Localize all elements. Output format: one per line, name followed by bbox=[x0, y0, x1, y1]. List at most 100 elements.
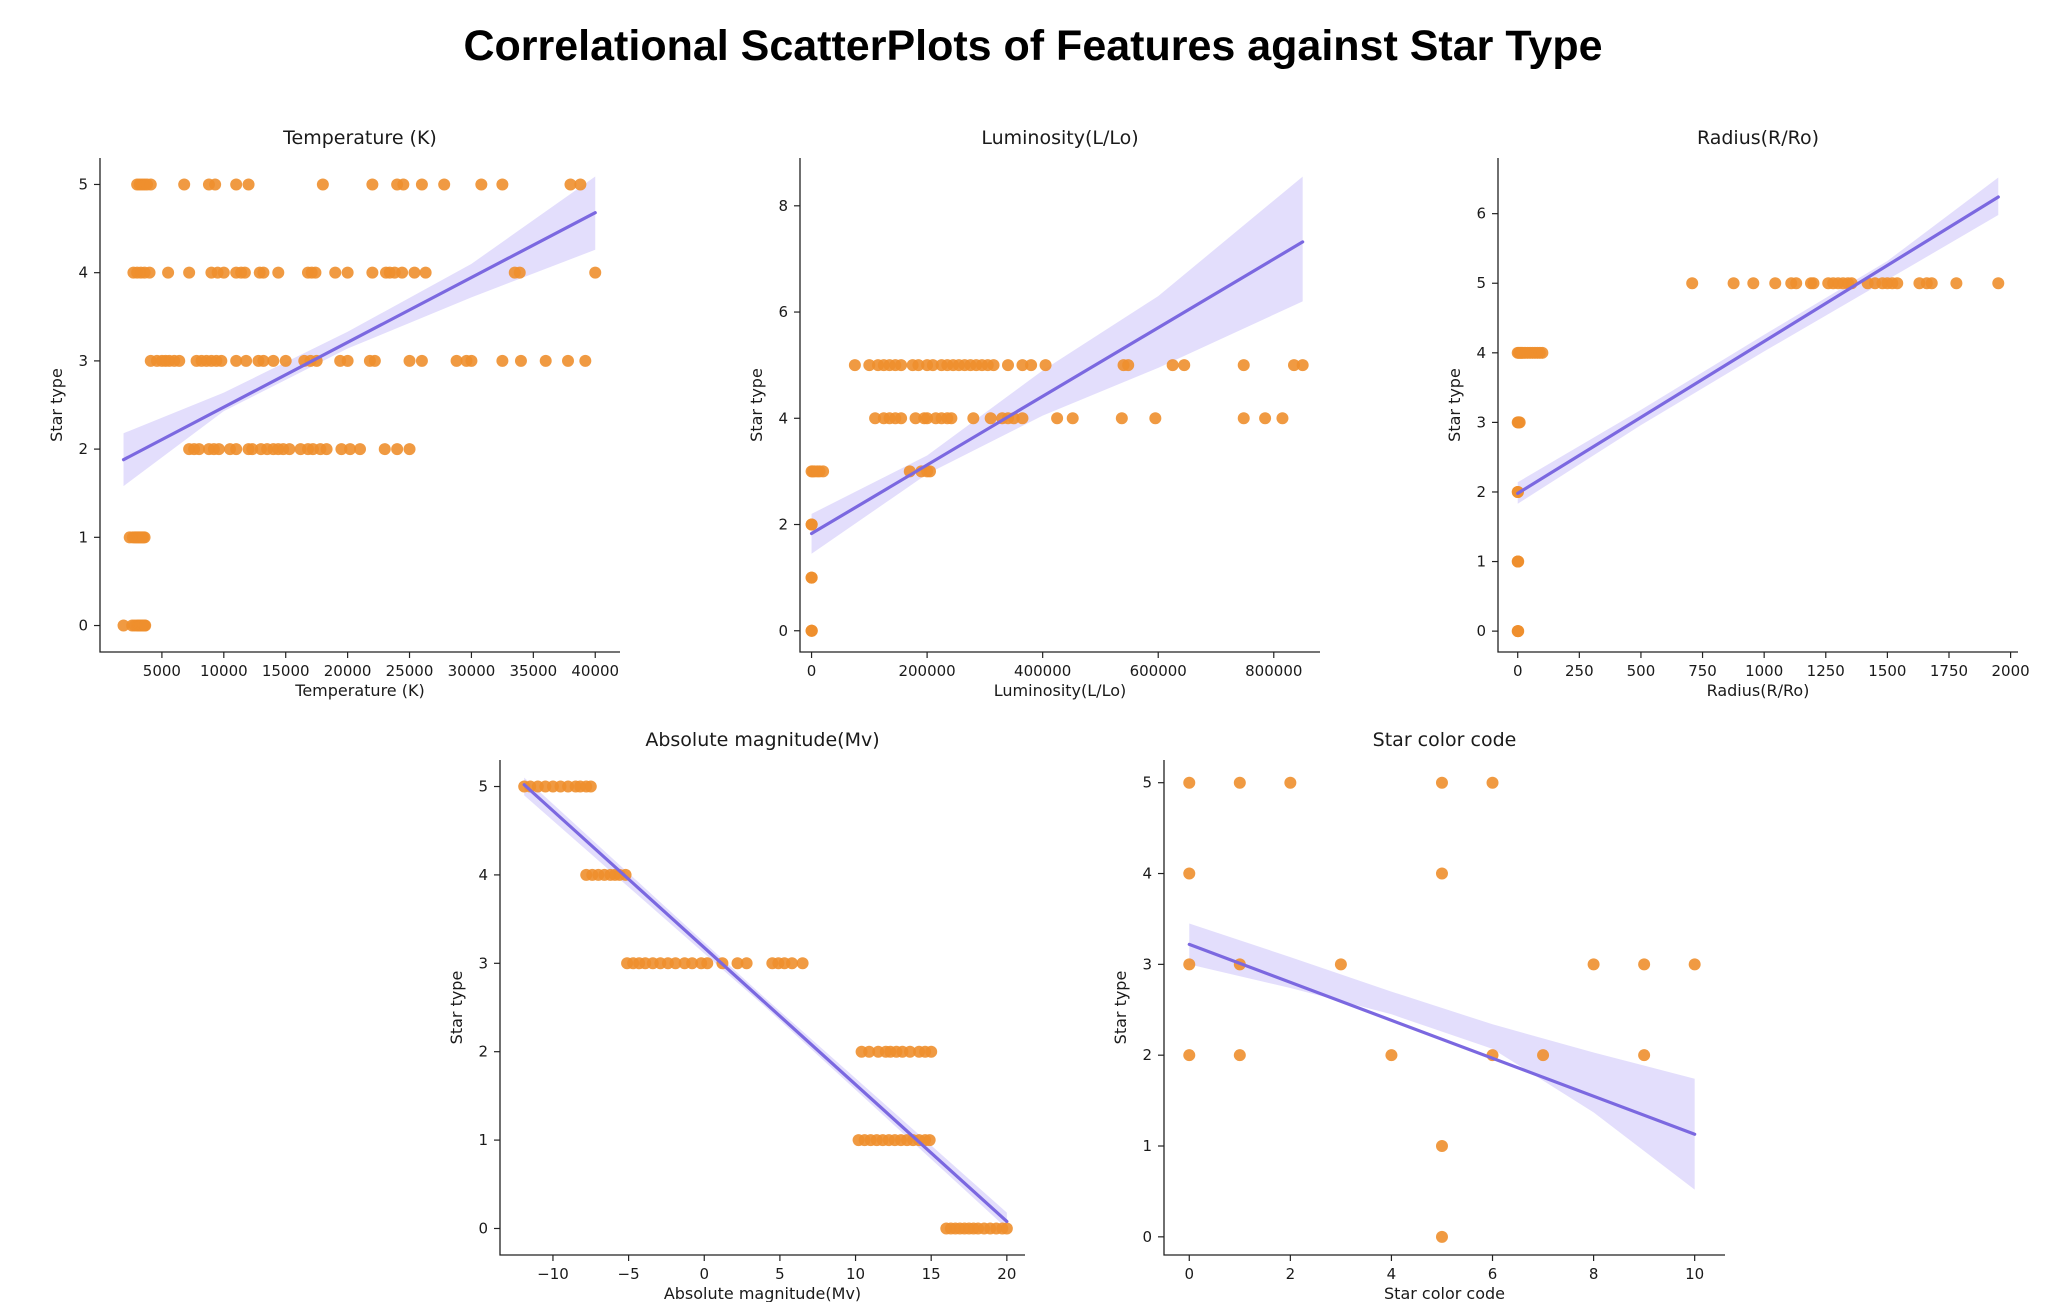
data-point bbox=[117, 619, 130, 632]
data-point bbox=[1288, 359, 1300, 372]
data-point bbox=[513, 266, 526, 279]
data-point bbox=[1002, 359, 1014, 372]
y-tick-label: 1 bbox=[1142, 1137, 1152, 1155]
data-point bbox=[1051, 412, 1064, 425]
data-point bbox=[1688, 958, 1701, 971]
data-point bbox=[238, 266, 251, 279]
x-tick-label: 500 bbox=[1627, 662, 1656, 680]
data-point bbox=[1115, 412, 1128, 425]
x-tick-label: 1750 bbox=[1930, 662, 1968, 680]
x-tick-label: 8 bbox=[1589, 1265, 1599, 1283]
data-point bbox=[217, 266, 230, 279]
data-point bbox=[863, 359, 876, 372]
data-point bbox=[257, 354, 270, 367]
y-tick-label: 4 bbox=[778, 409, 788, 427]
data-point bbox=[1512, 555, 1525, 568]
data-point bbox=[1537, 1049, 1550, 1062]
data-point bbox=[584, 780, 597, 793]
regression-line bbox=[1187, 942, 1697, 1136]
data-point bbox=[230, 443, 243, 456]
data-point bbox=[438, 178, 451, 191]
y-tick-label: 5 bbox=[1142, 774, 1152, 792]
data-point bbox=[283, 443, 296, 456]
x-tick-label: 30000 bbox=[448, 662, 496, 680]
data-point bbox=[1016, 359, 1029, 372]
data-point bbox=[1686, 277, 1699, 290]
data-point bbox=[564, 178, 577, 191]
regression-line bbox=[121, 211, 597, 462]
data-point bbox=[1435, 1230, 1448, 1243]
x-tick-label: 15 bbox=[922, 1265, 941, 1283]
data-point bbox=[309, 266, 322, 279]
y-tick-label: 4 bbox=[1476, 344, 1486, 362]
data-point bbox=[984, 412, 997, 425]
plot-panel: 5000 10000 15000 20000 25000 30000 35000 40000 0… bbox=[47, 127, 620, 700]
x-tick-label: 600000 bbox=[1130, 662, 1187, 680]
data-point bbox=[1066, 412, 1079, 425]
data-point bbox=[1638, 1049, 1651, 1062]
y-tick-label: 4 bbox=[78, 264, 88, 282]
data-point bbox=[341, 266, 354, 279]
x-axis-label: Star color code bbox=[1384, 1284, 1505, 1302]
data-point bbox=[316, 178, 329, 191]
y-tick-label: 2 bbox=[478, 1043, 488, 1061]
x-tick-label: 800000 bbox=[1245, 662, 1302, 680]
data-point bbox=[173, 354, 186, 367]
data-point bbox=[1435, 1140, 1448, 1153]
data-point bbox=[1790, 277, 1803, 290]
y-tick-label: 1 bbox=[478, 1131, 488, 1149]
x-axis-label: Absolute magnitude(Mv) bbox=[664, 1284, 861, 1302]
data-point bbox=[1385, 1049, 1398, 1062]
data-point bbox=[329, 266, 342, 279]
data-point bbox=[1233, 1049, 1246, 1062]
data-point bbox=[1122, 359, 1135, 372]
data-point bbox=[895, 359, 908, 372]
data-point bbox=[1183, 958, 1196, 971]
y-tick-label: 3 bbox=[1142, 955, 1152, 973]
axis-spines bbox=[99, 158, 620, 653]
data-point bbox=[344, 443, 357, 456]
data-point bbox=[368, 354, 381, 367]
y-tick-label: 1 bbox=[78, 528, 88, 546]
data-point bbox=[397, 178, 410, 191]
y-tick-label: 3 bbox=[78, 352, 88, 370]
data-point bbox=[967, 412, 980, 425]
y-tick-label: 8 bbox=[778, 197, 788, 215]
y-axis-label: Star type bbox=[747, 368, 766, 442]
data-point bbox=[1950, 277, 1963, 290]
x-tick-label: 0 bbox=[699, 1265, 709, 1283]
data-point bbox=[1276, 412, 1289, 425]
y-tick-label: 2 bbox=[1476, 483, 1486, 501]
data-point bbox=[1486, 776, 1499, 789]
data-point bbox=[391, 443, 404, 456]
data-point bbox=[1334, 958, 1347, 971]
data-point bbox=[378, 443, 391, 456]
y-tick-label: 1 bbox=[1476, 553, 1486, 571]
x-tick-label: 4 bbox=[1387, 1265, 1397, 1283]
y-tick-label: 0 bbox=[1476, 622, 1486, 640]
data-point bbox=[924, 465, 936, 478]
y-tick-label: 0 bbox=[1142, 1228, 1152, 1246]
y-tick-label: 0 bbox=[778, 622, 788, 640]
data-point bbox=[921, 412, 934, 425]
panel-title: Luminosity(L/Lo) bbox=[981, 127, 1138, 149]
data-point bbox=[415, 354, 428, 367]
data-point bbox=[574, 178, 587, 191]
axis-spines bbox=[1163, 760, 1725, 1256]
data-point bbox=[419, 266, 432, 279]
x-tick-label: 40000 bbox=[571, 662, 619, 680]
data-point bbox=[1025, 359, 1038, 372]
y-tick-label: 4 bbox=[1142, 865, 1152, 883]
data-point bbox=[178, 178, 191, 191]
data-point bbox=[465, 354, 478, 367]
x-tick-label: 750 bbox=[1688, 662, 1717, 680]
y-tick-label: 4 bbox=[478, 866, 488, 884]
data-point bbox=[496, 354, 509, 367]
data-point bbox=[366, 266, 379, 279]
confidence-band bbox=[123, 176, 596, 487]
data-point bbox=[686, 957, 699, 970]
data-point bbox=[215, 354, 228, 367]
data-point bbox=[925, 1045, 938, 1058]
confidence-band bbox=[1517, 177, 1999, 504]
